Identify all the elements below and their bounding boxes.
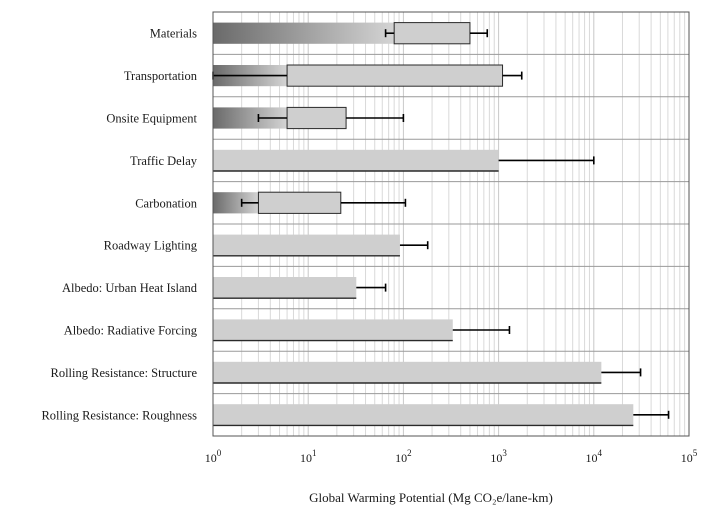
bars xyxy=(212,22,670,427)
category-label: Onsite Equipment xyxy=(106,112,197,126)
category-label: Rolling Resistance: Structure xyxy=(50,366,197,380)
x-tick-label: 104 xyxy=(586,448,603,465)
category-label: Materials xyxy=(150,27,197,41)
x-tick-label: 101 xyxy=(300,448,317,465)
category-label: Traffic Delay xyxy=(130,154,198,168)
category-label: Rolling Resistance: Roughness xyxy=(41,408,197,422)
category-label: Transportation xyxy=(124,69,198,83)
x-tick-label: 102 xyxy=(395,448,412,465)
category-label: Albedo: Urban Heat Island xyxy=(62,281,198,295)
x-axis-title: Global Warming Potential (Mg CO₂e/lane-k… xyxy=(309,490,553,505)
x-tick-label: 103 xyxy=(490,448,507,465)
category-label: Roadway Lighting xyxy=(104,239,198,253)
bar xyxy=(213,277,357,299)
bar-range xyxy=(257,191,342,214)
bar xyxy=(213,234,400,256)
bar-low-segment xyxy=(213,192,259,214)
bar xyxy=(213,319,453,341)
x-tick-labels: 100 101 102 103 104 105 xyxy=(205,448,698,465)
x-tick-label: 100 xyxy=(205,448,222,465)
bar-range xyxy=(286,106,347,130)
x-tick-label: 105 xyxy=(681,448,698,465)
bar-low-segment xyxy=(213,22,395,44)
bar xyxy=(213,361,602,383)
category-labels: Materials Transportation Onsite Equipment T… xyxy=(41,27,197,423)
bar-range xyxy=(393,22,471,45)
category-label: Albedo: Radiative Forcing xyxy=(64,324,198,338)
bar-range xyxy=(286,64,504,87)
bar xyxy=(213,404,634,426)
category-label: Carbonation xyxy=(135,196,198,210)
bar xyxy=(213,149,499,171)
bar-low-segment xyxy=(213,107,288,129)
plot-frame xyxy=(212,11,690,437)
